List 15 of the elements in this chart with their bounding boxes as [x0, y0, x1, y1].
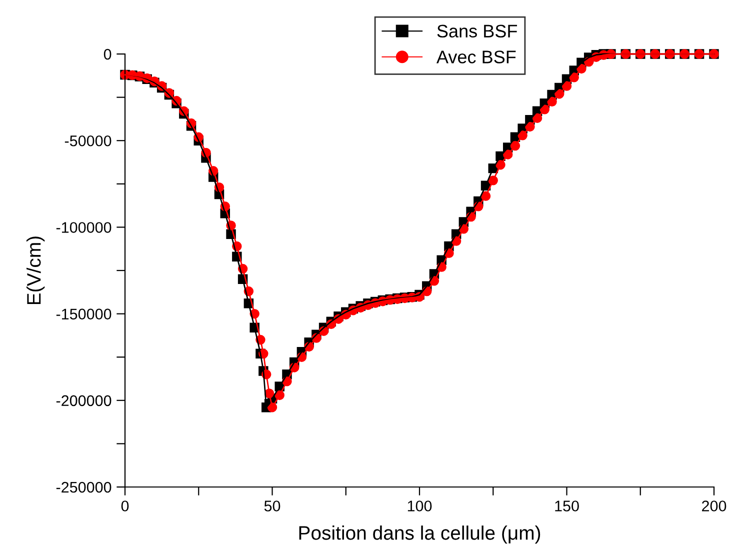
y-tick-label: -50000: [64, 135, 112, 146]
y-tick-label: 0: [104, 48, 112, 60]
y-tick-label: -200000: [56, 395, 112, 406]
x-tick-label: 100: [408, 500, 432, 512]
x-tick-label: 50: [264, 500, 280, 512]
y-tick-label: -150000: [56, 308, 112, 320]
x-tick-label: 150: [555, 500, 579, 512]
y-tick-label: -100000: [56, 222, 112, 233]
legend-label: Sans BSF: [437, 24, 518, 38]
x-tick-label: 0: [121, 500, 129, 512]
x-axis-title: Position dans la cellule (μm): [299, 526, 540, 544]
x-tick-label: 200: [702, 500, 726, 512]
legend-label: Avec BSF: [436, 50, 516, 64]
y-tick-label: -250000: [56, 482, 112, 493]
y-axis-title: E(V/cm): [26, 236, 45, 304]
